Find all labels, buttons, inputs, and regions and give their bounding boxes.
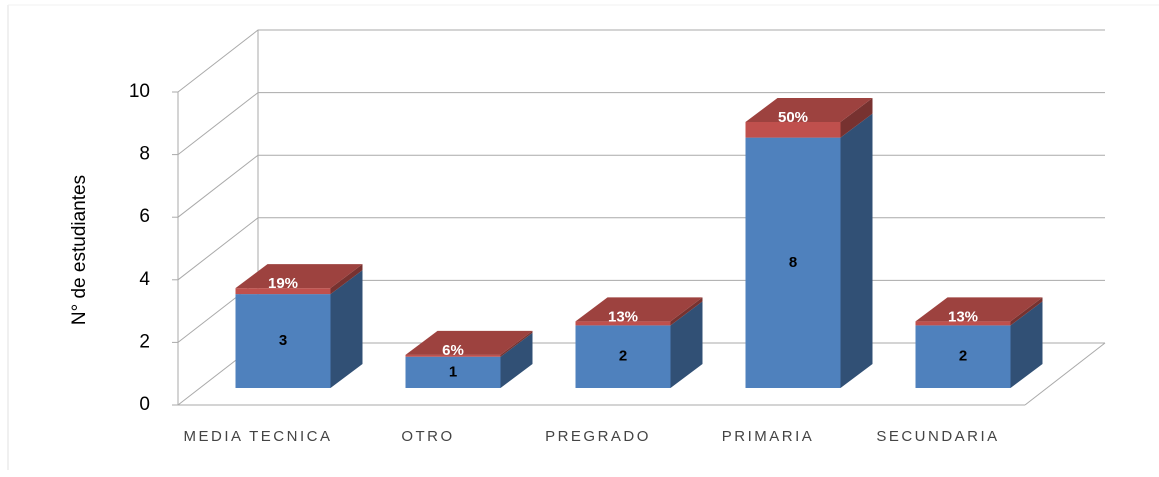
bar-side <box>1010 301 1043 388</box>
bar-side <box>840 97 873 138</box>
x-tick-label: PRIMARIA <box>722 428 815 445</box>
bar-top <box>235 264 363 289</box>
bar-side <box>330 270 363 388</box>
bar-top <box>915 297 1043 322</box>
y-tick-label: 4 <box>139 269 150 290</box>
bar-side <box>1010 297 1043 326</box>
data-label: 1 <box>449 363 457 380</box>
y-tick-label: 0 <box>139 394 150 415</box>
bar <box>575 321 671 326</box>
bar-side <box>840 113 873 388</box>
y-tick-label: 2 <box>139 331 150 352</box>
x-tick-label: MEDIA TECNICA <box>184 428 333 445</box>
bar-side <box>500 330 533 357</box>
data-label: 19% <box>268 275 298 292</box>
floor-edge <box>1024 342 1106 406</box>
bar <box>405 356 501 388</box>
bar <box>235 288 331 295</box>
bar-side <box>670 297 703 326</box>
data-label: 6% <box>442 342 464 359</box>
x-tick-label: OTRO <box>401 428 454 445</box>
bar-side <box>330 264 363 295</box>
grid-line <box>177 29 1105 93</box>
bar-side <box>500 332 533 388</box>
y-tick-label: 10 <box>129 81 150 102</box>
data-label: 13% <box>608 308 638 325</box>
x-tick-label: SECUNDARIA <box>876 428 999 445</box>
bar-top <box>575 297 703 322</box>
bar <box>405 354 501 357</box>
bar <box>235 294 331 388</box>
bar-top <box>405 330 533 355</box>
grid-line <box>177 92 1105 155</box>
y-tick-label: 6 <box>139 206 150 227</box>
data-label: 2 <box>959 348 967 365</box>
bar <box>915 321 1011 326</box>
bar <box>745 137 841 388</box>
bar <box>745 121 841 138</box>
y-axis-label: N° de estudiantes <box>69 175 90 325</box>
data-label: 2 <box>619 348 627 365</box>
bar <box>915 325 1011 388</box>
bar <box>575 325 671 388</box>
data-label: 50% <box>778 109 808 126</box>
grid-line <box>177 154 1105 218</box>
y-tick-label: 8 <box>139 144 150 165</box>
data-label: 3 <box>279 332 287 349</box>
bar-top <box>745 97 873 122</box>
x-tick-label: PREGRADO <box>545 428 651 445</box>
data-label: 8 <box>789 254 797 271</box>
data-label: 13% <box>948 308 978 325</box>
bar-side <box>670 301 703 388</box>
